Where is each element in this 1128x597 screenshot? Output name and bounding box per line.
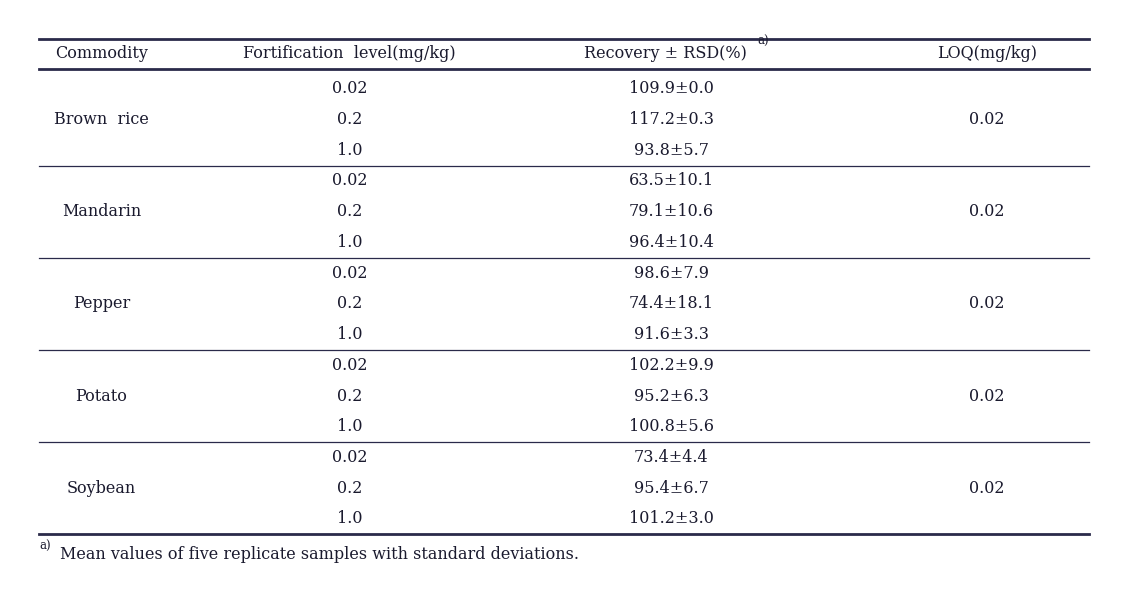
Text: Potato: Potato (76, 387, 127, 405)
Text: Mean values of five replicate samples with standard deviations.: Mean values of five replicate samples wi… (60, 546, 579, 562)
Text: 0.02: 0.02 (332, 357, 368, 374)
Text: 0.2: 0.2 (337, 203, 362, 220)
Text: 109.9±0.0: 109.9±0.0 (628, 80, 714, 97)
Text: 0.2: 0.2 (337, 111, 362, 128)
Text: 95.2±6.3: 95.2±6.3 (634, 387, 708, 405)
Text: LOQ(mg/kg): LOQ(mg/kg) (937, 45, 1037, 62)
Text: 101.2±3.0: 101.2±3.0 (628, 510, 714, 528)
Text: 1.0: 1.0 (337, 510, 362, 528)
Text: 73.4±4.4: 73.4±4.4 (634, 449, 708, 466)
Text: 0.2: 0.2 (337, 387, 362, 405)
Text: Recovery ± RSD(%): Recovery ± RSD(%) (584, 45, 747, 62)
Text: 0.02: 0.02 (969, 111, 1005, 128)
Text: 0.02: 0.02 (969, 480, 1005, 497)
Text: Mandarin: Mandarin (62, 203, 141, 220)
Text: 1.0: 1.0 (337, 418, 362, 435)
Text: 79.1±10.6: 79.1±10.6 (628, 203, 714, 220)
Text: 0.02: 0.02 (969, 387, 1005, 405)
Text: 0.02: 0.02 (332, 80, 368, 97)
Text: Soybean: Soybean (67, 480, 136, 497)
Text: Fortification  level(mg/kg): Fortification level(mg/kg) (244, 45, 456, 62)
Text: 96.4±10.4: 96.4±10.4 (628, 234, 714, 251)
Text: 0.02: 0.02 (969, 203, 1005, 220)
Text: a): a) (757, 35, 768, 48)
Text: 91.6±3.3: 91.6±3.3 (634, 326, 708, 343)
Text: Commodity: Commodity (55, 45, 148, 62)
Text: 0.02: 0.02 (969, 296, 1005, 312)
Text: 102.2±9.9: 102.2±9.9 (628, 357, 714, 374)
Text: 0.02: 0.02 (332, 449, 368, 466)
Text: 93.8±5.7: 93.8±5.7 (634, 141, 708, 159)
Text: Brown  rice: Brown rice (54, 111, 149, 128)
Text: 0.02: 0.02 (332, 264, 368, 282)
Text: Pepper: Pepper (73, 296, 130, 312)
Text: 1.0: 1.0 (337, 326, 362, 343)
Text: 0.02: 0.02 (332, 173, 368, 189)
Text: 1.0: 1.0 (337, 234, 362, 251)
Text: 100.8±5.6: 100.8±5.6 (628, 418, 714, 435)
Text: a): a) (39, 540, 51, 553)
Text: 0.2: 0.2 (337, 296, 362, 312)
Text: 95.4±6.7: 95.4±6.7 (634, 480, 708, 497)
Text: 0.2: 0.2 (337, 480, 362, 497)
Text: 1.0: 1.0 (337, 141, 362, 159)
Text: 63.5±10.1: 63.5±10.1 (628, 173, 714, 189)
Text: 74.4±18.1: 74.4±18.1 (628, 296, 714, 312)
Text: 117.2±0.3: 117.2±0.3 (628, 111, 714, 128)
Text: 98.6±7.9: 98.6±7.9 (634, 264, 708, 282)
